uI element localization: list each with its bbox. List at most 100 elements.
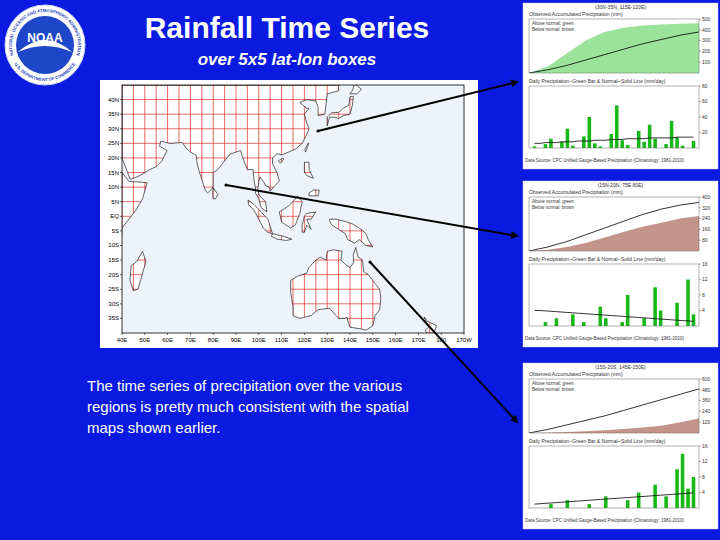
plot-area: [529, 264, 699, 326]
land: [122, 85, 339, 212]
bar: [615, 105, 619, 148]
lat-tick: [120, 114, 122, 115]
grid-line: [156, 85, 157, 333]
land: [305, 143, 309, 152]
grid-line: [122, 128, 464, 129]
bar: [582, 322, 586, 326]
lon-label: 90E: [231, 337, 242, 343]
lat-label: 25N: [108, 140, 119, 146]
y-tick-label: 80: [702, 83, 708, 89]
panel-header: (30N-35N, 115E-120E): [595, 4, 646, 10]
y-tick: [699, 310, 701, 311]
chart-title: Daily Precipitation--Green Bar & Normal-…: [529, 256, 666, 262]
lon-tick: [327, 333, 328, 335]
bar: [626, 500, 630, 508]
y-tick-label: 8: [702, 474, 705, 480]
coastline: [278, 158, 284, 163]
box-grid: [122, 85, 464, 333]
arrow: [318, 82, 517, 131]
lon-label: 160E: [389, 337, 403, 343]
y-tick: [699, 29, 701, 30]
grid-line: [122, 99, 464, 100]
lat-label: 25S: [108, 286, 119, 292]
caption-line: The time series of precipitation over th…: [87, 377, 402, 394]
annotation: Above normal: green: [532, 381, 574, 386]
y-tick-label: 160: [702, 226, 711, 232]
grid-line: [315, 85, 316, 333]
grid-line: [372, 85, 373, 333]
lat-label: 20N: [108, 155, 119, 161]
y-tick-label: 400: [702, 194, 711, 200]
lon-label: 120E: [297, 337, 311, 343]
bar: [648, 125, 652, 148]
coastline: [271, 234, 292, 241]
panel-background: [523, 3, 718, 169]
lat-tick: [120, 245, 122, 246]
plot-area: [529, 446, 699, 508]
line: [534, 137, 693, 143]
panel-source: Data Source: CPC Unified Gauge-Based Pre…: [525, 336, 685, 341]
lon-tick: [258, 333, 259, 335]
land: [350, 85, 361, 94]
bar: [642, 318, 646, 326]
bar: [609, 134, 613, 148]
y-tick-label: 12: [702, 458, 708, 464]
time-series-panel: (15S-20S, 145E-150E)Data Source: CPC Uni…: [523, 363, 718, 529]
coastline: [309, 190, 319, 196]
y-tick: [699, 197, 701, 198]
bar: [681, 146, 685, 148]
data-group: [529, 389, 699, 433]
y-tick-label: 300: [702, 37, 711, 43]
lon-label: 80E: [208, 337, 219, 343]
lon-label: 170W: [456, 337, 472, 343]
map-frame: [122, 85, 464, 333]
grid-line: [122, 303, 464, 304]
lat-tick: [120, 230, 122, 231]
y-tick-label: 40: [702, 114, 708, 120]
lat-tick: [120, 201, 122, 202]
logo-ring-text: U.S. DEPARTMENT OF COMMERCE: [14, 62, 77, 82]
lon-tick: [236, 333, 237, 335]
bar: [593, 143, 597, 148]
grid-line: [384, 85, 385, 333]
logo-ring-text: NATIONAL OCEANIC AND ATMOSPHERIC ADMINIS…: [8, 8, 82, 56]
y-tick-label: 4: [702, 489, 705, 495]
bar: [692, 477, 696, 508]
lon-label: 40E: [117, 337, 128, 343]
grid-line: [122, 172, 464, 173]
coastline: [248, 200, 272, 234]
data-group: [529, 23, 699, 73]
bar: [686, 280, 690, 327]
lon-tick: [144, 333, 145, 335]
lat-tick: [120, 172, 122, 173]
lat-tick: [120, 128, 122, 129]
data-group: [533, 105, 696, 148]
coastline: [424, 317, 437, 333]
map-background: [100, 80, 478, 348]
lon-tick: [304, 333, 305, 335]
lon-label: 150E: [366, 337, 380, 343]
coastline: [302, 212, 316, 232]
annotation: Above normal: green: [532, 21, 574, 26]
grid-line: [122, 289, 464, 290]
lon-label: 130E: [320, 337, 334, 343]
bar: [549, 139, 553, 148]
grid-line: [190, 85, 191, 333]
bar: [675, 469, 679, 508]
bar: [692, 314, 696, 326]
y-tick: [699, 264, 701, 265]
lon-label: 60E: [162, 337, 173, 343]
grid-line: [122, 274, 464, 275]
data-group: [534, 280, 695, 327]
arrow-origin: [225, 184, 228, 187]
land: [304, 162, 313, 178]
panel-background: [523, 181, 718, 347]
bar: [653, 287, 657, 326]
grid-line: [452, 85, 453, 333]
arrow-origin: [317, 130, 320, 133]
bar: [604, 496, 608, 508]
y-tick: [699, 379, 701, 380]
annotation: Below normal: brown: [532, 27, 575, 32]
grid-line: [236, 85, 237, 333]
bar: [626, 295, 630, 326]
